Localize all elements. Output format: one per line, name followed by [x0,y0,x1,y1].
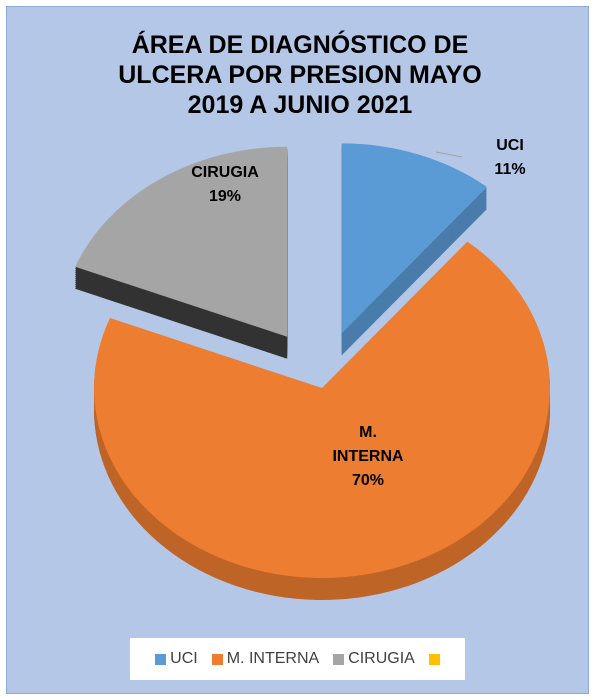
data-label: M. INTERNA 70% [323,421,413,493]
legend-swatch [211,653,223,665]
legend-label: M. INTERNA [226,650,320,667]
legend-item [428,653,440,665]
legend-item: M. INTERNA [211,650,320,668]
legend-label: UCI [170,650,198,667]
data-label-value: 19% [208,188,242,205]
legend-swatch [333,653,345,665]
slice [341,143,487,334]
leader-line [435,151,463,158]
legend-label: CIRUGIA [348,650,415,667]
data-label-category: M. INTERNA [332,424,404,465]
data-label: CIRUGIA 19% [170,161,280,209]
data-label-value: 11% [494,161,526,178]
slice-tops [75,143,551,578]
legend-swatch [155,653,167,665]
slice [75,146,288,337]
legend-item: UCI [155,650,198,668]
data-label-value: 70% [351,472,385,489]
legend-item: CIRUGIA [333,650,415,668]
legend: UCI M. INTERNA CIRUGIA [130,638,465,680]
data-label-category: UCI [496,137,524,154]
chart-title: ÁREA DE DIAGNÓSTICO DE ULCERA POR PRESIO… [118,31,482,119]
slice [94,241,551,578]
data-label: UCI 11% [455,134,565,182]
data-label-category: CIRUGIA [191,164,259,181]
legend-swatch [428,653,440,665]
